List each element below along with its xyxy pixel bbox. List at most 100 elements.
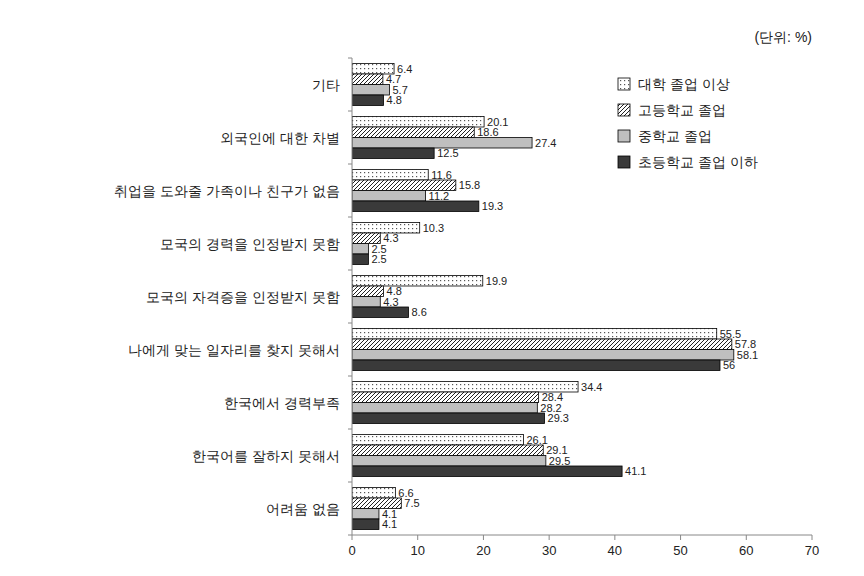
bars	[352, 64, 734, 530]
data-label: 41.1	[625, 465, 646, 477]
bar	[352, 74, 383, 85]
x-tick	[812, 535, 813, 540]
y-axis-line	[352, 58, 353, 535]
category-label: 모국의 자격증을 인정받지 못함	[146, 289, 340, 305]
data-label: 2.5	[371, 253, 386, 265]
x-tick-label: 70	[805, 543, 819, 558]
x-tick	[746, 535, 747, 540]
category-tick	[348, 111, 352, 112]
data-label: 11.2	[429, 190, 450, 202]
x-tick	[483, 535, 484, 540]
category-label: 모국의 경력을 인정받지 못함	[160, 236, 340, 252]
bar	[352, 466, 622, 477]
category-tick	[348, 482, 352, 483]
x-tick	[549, 535, 550, 540]
legend-swatch	[618, 156, 630, 168]
category-label: 기타	[312, 77, 340, 93]
bar	[352, 445, 543, 456]
legend: 대학 졸업 이상고등학교 졸업중학교 졸업초등학교 졸업 이하	[618, 76, 758, 170]
x-tick	[614, 535, 615, 540]
bar	[352, 117, 484, 128]
category-label: 취업을 도와줄 가족이나 친구가 없음	[114, 183, 340, 199]
legend-swatch	[618, 130, 630, 142]
bar	[352, 276, 483, 287]
legend-label: 고등학교 졸업	[638, 102, 726, 118]
data-label: 7.5	[404, 497, 419, 509]
x-tick-label: 30	[542, 543, 556, 558]
bar	[352, 127, 474, 138]
bar	[352, 519, 379, 530]
bar	[352, 85, 389, 96]
legend-swatch	[618, 78, 630, 90]
bar	[352, 435, 524, 446]
category-tick	[348, 164, 352, 165]
data-label: 19.9	[486, 275, 507, 287]
category-tick	[348, 429, 352, 430]
bar	[352, 148, 434, 159]
data-label: 58.1	[737, 349, 758, 361]
data-label: 8.6	[412, 306, 427, 318]
data-label: 4.1	[382, 518, 397, 530]
data-label: 15.8	[459, 179, 480, 191]
data-label: 18.6	[477, 126, 498, 138]
x-tick-label: 10	[410, 543, 424, 558]
category-tick	[348, 58, 352, 59]
category-tick	[348, 323, 352, 324]
data-label: 56	[723, 359, 735, 371]
bar	[352, 339, 732, 350]
x-tick-label: 60	[739, 543, 753, 558]
legend-label: 초등학교 졸업 이하	[638, 154, 758, 170]
bar	[352, 403, 537, 414]
x-tick-label: 40	[608, 543, 622, 558]
legend-label: 중학교 졸업	[638, 128, 712, 144]
data-label: 29.3	[548, 412, 569, 424]
category-tick	[348, 376, 352, 377]
data-label: 27.4	[535, 137, 556, 149]
category-label: 외국인에 대한 차별	[220, 130, 340, 146]
bar	[352, 488, 395, 499]
bar	[352, 307, 409, 318]
bar	[352, 244, 368, 255]
x-tick	[680, 535, 681, 540]
legend-swatch	[618, 104, 630, 116]
bar	[352, 254, 368, 265]
data-label: 11.6	[431, 169, 452, 181]
data-label: 4.8	[387, 94, 402, 106]
data-label: 29.5	[549, 455, 570, 467]
data-label: 34.4	[581, 381, 602, 393]
bar	[352, 392, 539, 403]
data-label: 10.3	[423, 222, 444, 234]
bar	[352, 201, 479, 212]
data-label: 12.5	[437, 147, 458, 159]
bar	[352, 456, 546, 467]
x-tick-label: 50	[673, 543, 687, 558]
legend-label: 대학 졸업 이상	[638, 76, 730, 92]
category-label: 한국어를 잘하지 못해서	[192, 448, 340, 464]
bar	[352, 350, 734, 361]
bar	[352, 191, 426, 202]
category-tick	[348, 535, 352, 536]
chart: (단위: %) 기타외국인에 대한 차별취업을 도와줄 가족이나 친구가 없음모국…	[0, 0, 864, 576]
category-label: 어려움 없음	[266, 501, 340, 517]
bar	[352, 297, 380, 308]
data-label: 19.3	[482, 200, 503, 212]
category-label: 나에게 맞는 일자리를 찾지 못해서	[128, 342, 340, 358]
category-tick	[348, 270, 352, 271]
bar	[352, 360, 720, 371]
data-label: 4.3	[383, 296, 398, 308]
x-tick	[352, 535, 353, 540]
x-axis-line	[352, 535, 812, 536]
bar	[352, 509, 379, 520]
unit-annotation: (단위: %)	[754, 29, 812, 45]
x-tick-label: 20	[476, 543, 490, 558]
bar	[352, 95, 384, 106]
bar	[352, 413, 545, 424]
bar	[352, 286, 384, 297]
x-tick-label: 0	[348, 543, 355, 558]
bar	[352, 170, 428, 181]
bar	[352, 329, 717, 340]
category-label: 한국에서 경력부족	[224, 395, 340, 411]
data-label: 26.1	[527, 434, 548, 446]
x-tick	[417, 535, 418, 540]
category-tick	[348, 217, 352, 218]
